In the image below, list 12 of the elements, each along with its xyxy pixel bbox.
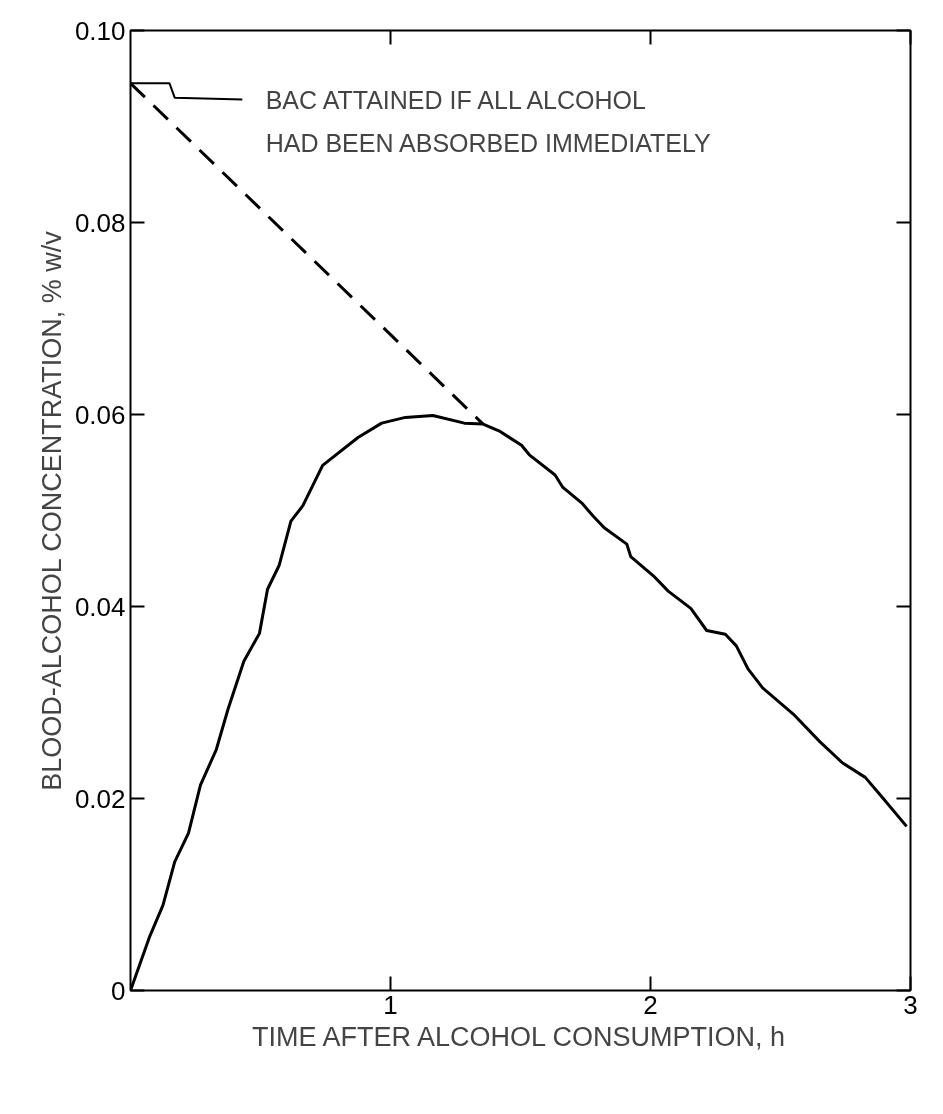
y-tick-label: 0 <box>111 975 126 1006</box>
x-tick-label: 3 <box>903 989 918 1020</box>
x-axis-title: TIME AFTER ALCOHOL CONSUMPTION, h <box>251 1021 786 1052</box>
y-tick-label: 0.10 <box>74 15 126 46</box>
y-tick-label: 0.04 <box>74 591 126 622</box>
y-tick-label: 0.02 <box>74 783 126 814</box>
x-tick-label: 2 <box>643 989 658 1020</box>
y-tick-label: 0.08 <box>74 207 126 238</box>
y-axis-title: BLOOD-ALCOHOL CONCENTRATION, % w/v <box>36 230 67 791</box>
y-tick-label: 0.06 <box>74 399 126 430</box>
annotation: BAC ATTAINED IF ALL ALCOHOL HAD BEEN ABSORBED IMMEDIATELY <box>265 85 712 157</box>
x-tick-label: 1 <box>383 989 398 1020</box>
